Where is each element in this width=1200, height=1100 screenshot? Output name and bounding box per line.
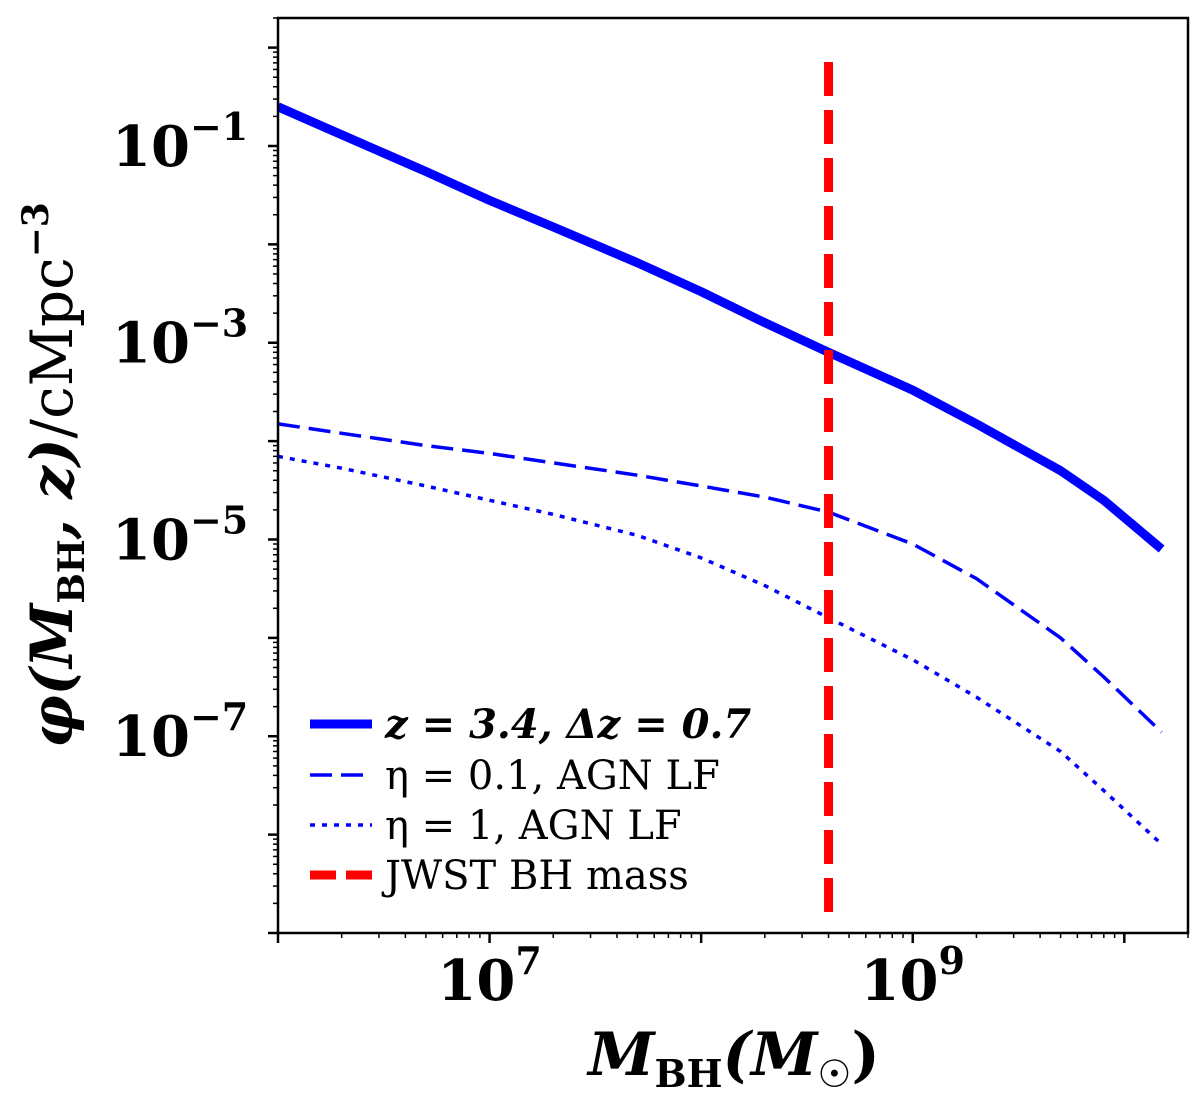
x-tick-label: 109	[861, 938, 965, 1014]
x-axis-label-sun: ☉	[817, 1052, 851, 1096]
x-axis-label: MBH(M☉)	[586, 1020, 880, 1096]
series-layer	[278, 62, 1165, 923]
legend: z = 3.4, Δz = 0.7 η = 0.1, AGN LFη = 1, A…	[310, 701, 751, 899]
series-line-1	[278, 422, 1163, 734]
y-axis-label-z: , z)	[18, 438, 86, 540]
y-axis-label-m: M	[18, 602, 86, 670]
x-axis-label-main: M	[586, 1020, 656, 1090]
x-ticks: 107 109	[276, 933, 1189, 1014]
series-line-2	[278, 454, 1163, 846]
y-ticks: 10−1 10−3 10−5 10−7	[112, 17, 278, 935]
y-axis-label-phi: φ(	[18, 665, 86, 747]
legend-label-2: η = 1, AGN LF	[385, 803, 682, 849]
series-line-0	[278, 102, 1165, 553]
y-axis-label-unit: /cMpc	[18, 257, 86, 438]
legend-label-1: η = 0.1, AGN LF	[385, 753, 720, 799]
y-tick-label: 10−3	[112, 301, 248, 377]
y-axis-label-exp: −3	[15, 202, 57, 257]
plot-frame	[276, 16, 1190, 935]
y-axis-label-sub: BH	[51, 539, 93, 603]
y-axis-label: φ(MBH, z)/cMpc−3	[15, 202, 93, 748]
x-axis-label-sub: BH	[655, 1051, 723, 1096]
x-tick-label: 107	[437, 938, 541, 1014]
legend-label-0: z = 3.4, Δz = 0.7	[384, 701, 751, 748]
y-tick-label: 10−1	[112, 104, 248, 180]
x-axis-label-close: )	[851, 1020, 879, 1090]
y-tick-label: 10−5	[112, 497, 248, 573]
y-tick-label: 10−7	[112, 694, 248, 770]
x-axis-label-rest: (M	[723, 1020, 819, 1090]
legend-label-3: JWST BH mass	[381, 853, 689, 899]
